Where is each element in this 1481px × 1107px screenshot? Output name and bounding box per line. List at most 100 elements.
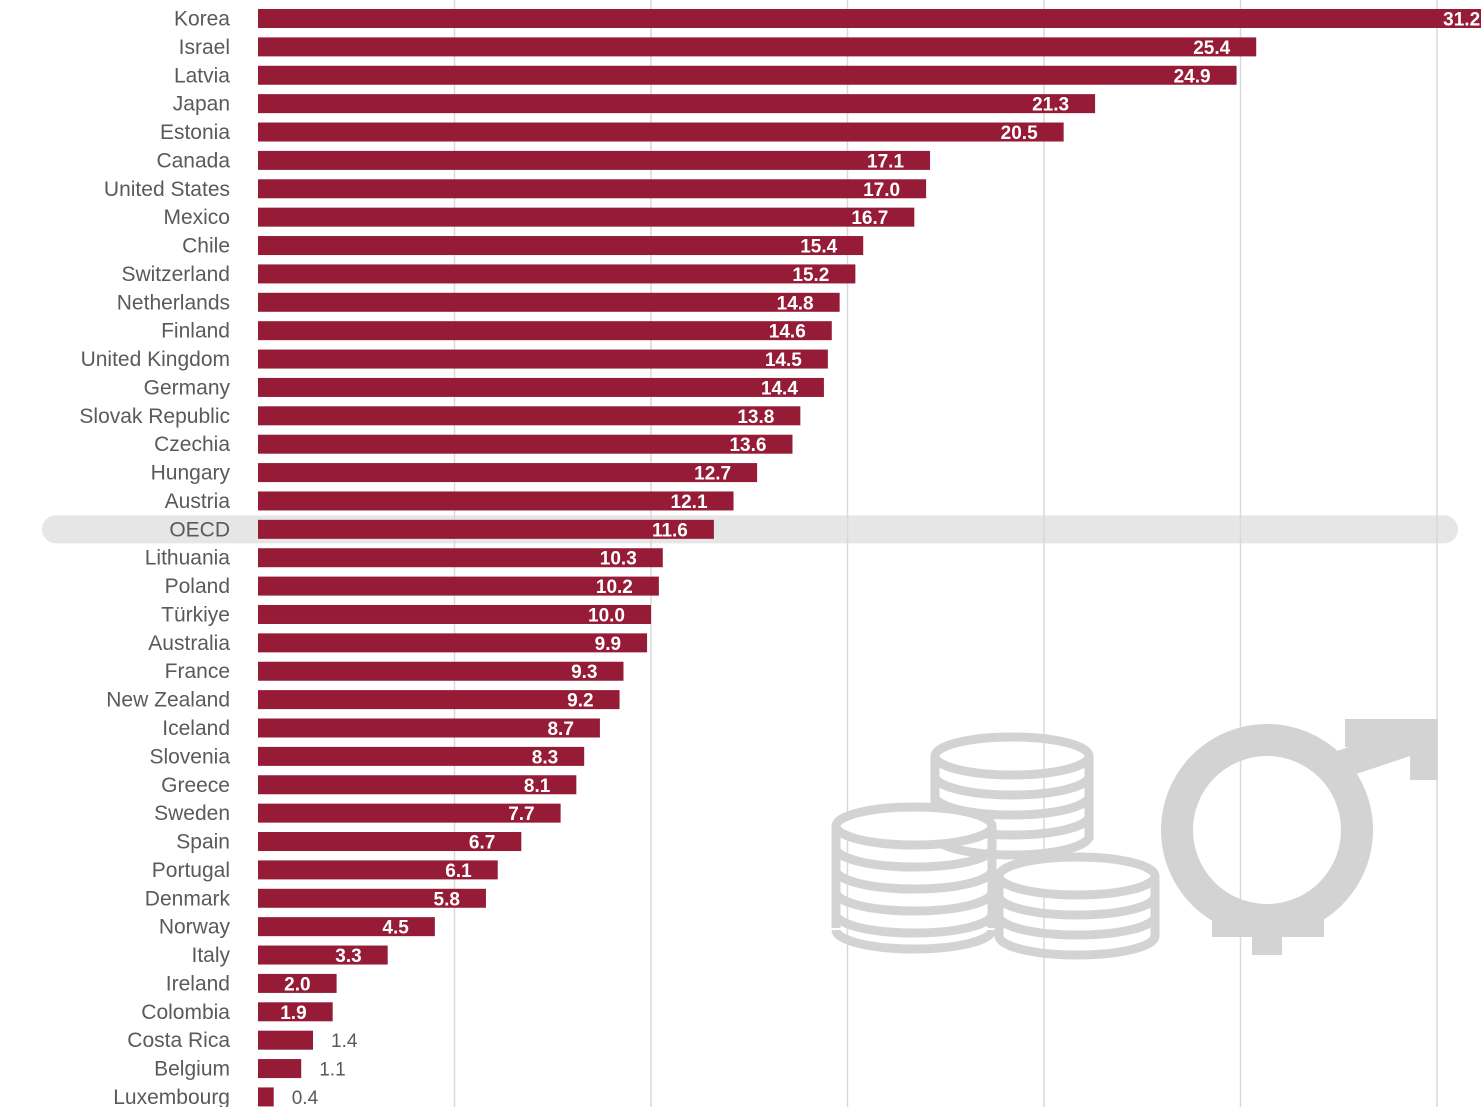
category-label-poland: Poland: [165, 575, 230, 598]
value-label-czechia: 13.6: [729, 435, 766, 456]
bar-finland: [258, 321, 832, 341]
category-label-mexico: Mexico: [163, 206, 230, 229]
category-label-canada: Canada: [156, 149, 230, 172]
category-label-finland: Finland: [161, 320, 230, 343]
bar-latvia: [258, 65, 1237, 85]
bar-costa-rica: [258, 1030, 314, 1050]
bar-austria: [258, 491, 734, 511]
bar-france: [258, 661, 624, 681]
value-label-korea: 31.2: [1443, 10, 1480, 31]
value-label-lithuania: 10.3: [600, 549, 637, 570]
value-label-slovak-republic: 13.8: [737, 407, 774, 428]
category-label-belgium: Belgium: [154, 1058, 230, 1081]
value-label-sweden: 7.7: [508, 804, 534, 825]
category-label-switzerland: Switzerland: [121, 263, 230, 286]
category-label-costa-rica: Costa Rica: [127, 1029, 230, 1052]
value-label-belgium: 1.1: [319, 1060, 345, 1081]
category-label-united-kingdom: United Kingdom: [81, 348, 230, 371]
value-label-ireland: 2.0: [284, 974, 310, 995]
category-label-portugal: Portugal: [152, 859, 230, 882]
bar-lithuania: [258, 548, 663, 568]
category-label-italy: Italy: [191, 944, 230, 967]
category-labels: Korea Israel Latvia Japan Estonia Canada Unite…: [79, 8, 230, 1107]
category-label-colombia: Colombia: [141, 1001, 230, 1024]
value-label-united-states: 17.0: [863, 180, 900, 201]
bar-new-zealand: [258, 690, 620, 710]
value-label-chile: 15.4: [800, 237, 837, 258]
value-label-italy: 3.3: [335, 946, 361, 967]
category-label-australia: Australia: [148, 632, 230, 655]
bar-luxembourg: [258, 1087, 274, 1107]
bar-iceland: [258, 718, 600, 738]
value-label-denmark: 5.8: [434, 889, 460, 910]
bar-turkiye: [258, 604, 651, 624]
value-label-new-zealand: 9.2: [567, 691, 593, 712]
category-label-denmark: Denmark: [145, 887, 231, 910]
bar-slovak-republic: [258, 406, 801, 426]
value-labels: 31.2 25.4 24.9 21.3 20.5 17.1 17.0 16.7 15.4 15.2…: [280, 10, 1480, 1107]
value-label-united-kingdom: 14.5: [765, 350, 802, 371]
value-label-austria: 12.1: [671, 492, 708, 513]
bar-canada: [258, 150, 931, 170]
category-label-greece: Greece: [161, 774, 230, 797]
category-label-netherlands: Netherlands: [117, 291, 230, 314]
value-label-germany: 14.4: [761, 378, 798, 399]
bar-united-states: [258, 179, 927, 199]
category-label-ireland: Ireland: [166, 972, 230, 995]
bar-slovenia: [258, 746, 585, 766]
value-label-hungary: 12.7: [694, 464, 731, 485]
value-label-iceland: 8.7: [547, 719, 573, 740]
bar-sweden: [258, 803, 561, 823]
category-label-norway: Norway: [159, 916, 231, 939]
bar-norway: [258, 917, 435, 937]
bar-denmark: [258, 888, 486, 908]
category-label-israel: Israel: [179, 36, 230, 59]
bar-australia: [258, 633, 648, 653]
value-label-spain: 6.7: [469, 833, 495, 854]
category-label-sweden: Sweden: [154, 802, 230, 825]
value-label-luxembourg: 0.4: [292, 1088, 319, 1107]
bar-italy: [258, 945, 388, 965]
bar-hungary: [258, 463, 758, 483]
bar-israel: [258, 37, 1257, 57]
bar-switzerland: [258, 264, 856, 284]
bar-czechia: [258, 434, 793, 454]
bar-oecd: [258, 519, 714, 539]
bar-greece: [258, 775, 577, 795]
category-label-oecd: OECD: [169, 518, 230, 541]
value-label-japan: 21.3: [1032, 95, 1069, 116]
coins-icon: [831, 732, 1160, 960]
category-label-latvia: Latvia: [174, 64, 230, 87]
value-label-finland: 14.6: [769, 322, 806, 343]
value-label-canada: 17.1: [867, 151, 904, 172]
bar-germany: [258, 377, 824, 397]
value-label-costa-rica: 1.4: [331, 1031, 358, 1052]
category-label-austria: Austria: [165, 490, 231, 513]
value-label-estonia: 20.5: [1001, 123, 1038, 144]
value-label-turkiye: 10.0: [588, 605, 625, 626]
bar-chile: [258, 236, 864, 256]
bar-mexico: [258, 207, 915, 227]
category-label-czechia: Czechia: [154, 433, 230, 456]
value-label-greece: 8.1: [524, 776, 551, 797]
category-label-germany: Germany: [144, 376, 231, 399]
bar-belgium: [258, 1059, 302, 1079]
gender-symbol-icon: [1161, 719, 1438, 955]
decorations: [831, 719, 1438, 960]
value-label-israel: 25.4: [1193, 38, 1230, 59]
category-label-turkiye: Türkiye: [161, 603, 230, 626]
bar-colombia: [258, 1002, 333, 1022]
bar-ireland: [258, 973, 337, 993]
value-label-australia: 9.9: [595, 634, 621, 655]
category-label-united-states: United States: [104, 178, 230, 201]
category-label-spain: Spain: [176, 831, 230, 854]
bars: [258, 9, 1481, 1107]
value-label-netherlands: 14.8: [777, 293, 814, 314]
bar-portugal: [258, 860, 498, 880]
category-label-iceland: Iceland: [162, 717, 230, 740]
value-label-switzerland: 15.2: [792, 265, 829, 286]
category-label-lithuania: Lithuania: [145, 547, 231, 570]
category-label-korea: Korea: [174, 8, 230, 31]
category-label-france: France: [165, 660, 230, 683]
